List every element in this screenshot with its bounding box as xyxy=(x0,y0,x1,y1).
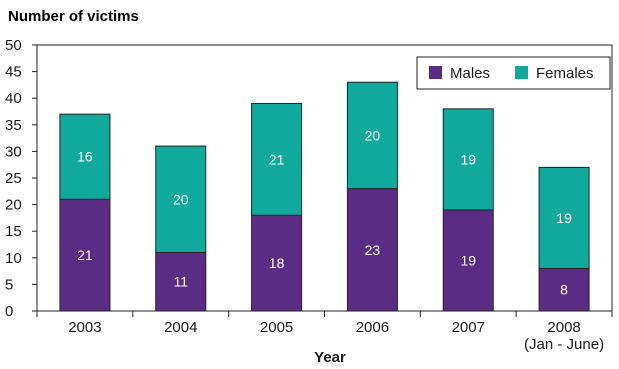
y-tick-label: 30 xyxy=(5,143,22,160)
bar-females-2005 xyxy=(251,103,303,216)
x-tick-label: 2004 xyxy=(164,319,197,336)
x-tick-label: 2006 xyxy=(356,319,389,336)
x-tick-label: (Jan - June) xyxy=(524,336,604,353)
y-tick-label: 35 xyxy=(5,117,22,134)
legend: Males Females xyxy=(416,56,611,90)
bar-value-label: 19 xyxy=(460,252,476,268)
bar-females-2008 xyxy=(538,166,590,269)
bar-females-2003 xyxy=(59,113,111,200)
bar-females-2007 xyxy=(442,108,494,211)
y-tick-label: 5 xyxy=(5,276,13,293)
y-tick-label: 20 xyxy=(5,197,22,214)
bar-value-label: 18 xyxy=(269,255,285,271)
bar-females-2006 xyxy=(346,81,398,190)
y-tick-label: 50 xyxy=(5,37,22,54)
legend-label-females: Females xyxy=(536,65,594,82)
bar-value-label: 19 xyxy=(460,151,476,167)
bar-value-label: 21 xyxy=(269,151,285,167)
y-tick-label: 40 xyxy=(5,90,22,107)
bar-males-2008 xyxy=(538,267,590,312)
y-tick-label: 15 xyxy=(5,223,22,240)
legend-swatch-females xyxy=(515,66,528,79)
y-tick-label: 0 xyxy=(5,303,13,320)
bar-males-2006 xyxy=(346,188,398,312)
x-tick-label: 2003 xyxy=(68,319,101,336)
bar-value-label: 21 xyxy=(77,247,93,263)
bar-value-label: 19 xyxy=(556,210,572,226)
bar-value-label: 11 xyxy=(173,274,188,290)
bar-males-2005 xyxy=(251,214,303,312)
bar-value-label: 23 xyxy=(365,242,381,258)
y-tick-label: 25 xyxy=(5,170,22,187)
plot-area: 0 5 10 15 20 25 30 35 40 45 50 21 16 2003 11 20 2004 18 21… xyxy=(5,37,613,353)
chart-title: Number of victims xyxy=(8,8,139,25)
bar-females-2004 xyxy=(155,145,207,253)
legend-label-males: Males xyxy=(450,65,490,82)
legend-box xyxy=(416,56,611,90)
y-tick-label: 45 xyxy=(5,64,22,81)
x-axis-title: Year xyxy=(314,349,346,366)
bar-value-label: 20 xyxy=(365,127,381,143)
bar-value-label: 16 xyxy=(77,149,93,165)
bar-value-label: 8 xyxy=(560,282,568,298)
x-tick-label: 2008 xyxy=(547,319,580,336)
legend-swatch-males xyxy=(429,66,442,79)
bar-value-label: 20 xyxy=(173,191,189,207)
x-tick-label: 2005 xyxy=(260,319,293,336)
x-tick-label: 2007 xyxy=(452,319,485,336)
bar-males-2004 xyxy=(155,251,207,312)
y-tick-label: 10 xyxy=(5,250,22,267)
